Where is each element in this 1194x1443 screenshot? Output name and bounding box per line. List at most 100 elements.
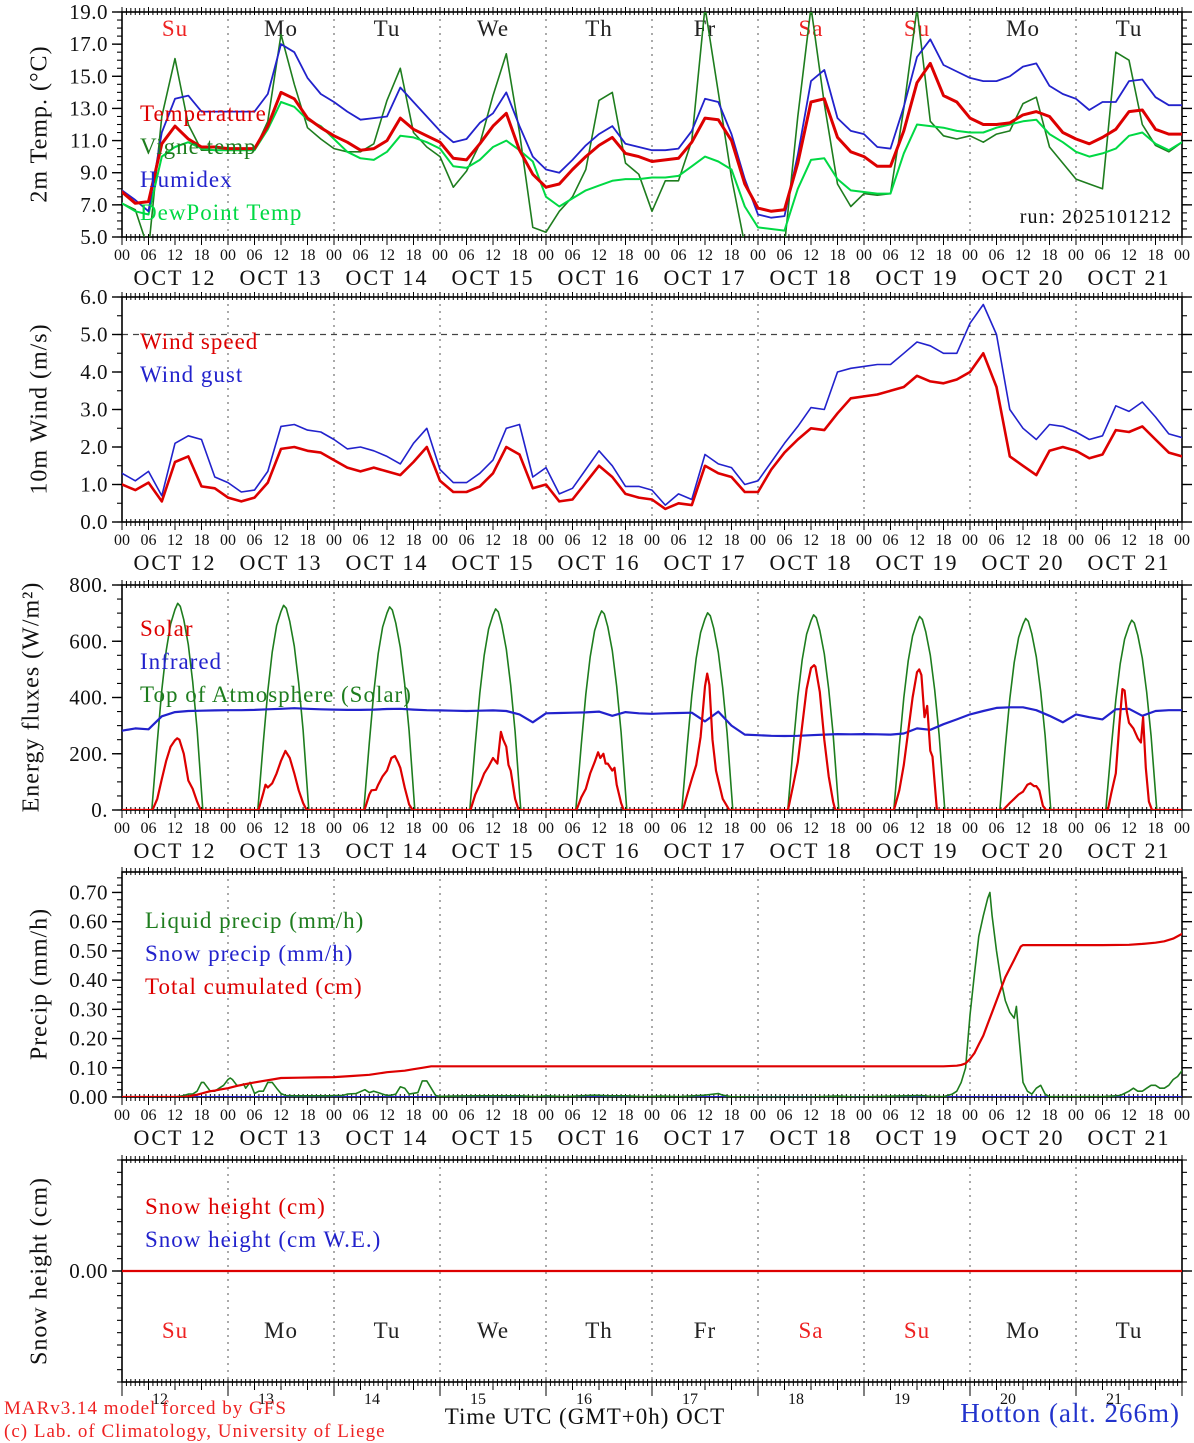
svg-text:00: 00 [326,532,342,549]
svg-text:21: 21 [1106,1391,1122,1408]
svg-text:Mo: Mo [1006,1318,1040,1343]
svg-text:18: 18 [618,820,634,837]
svg-text:OCT 20: OCT 20 [981,1125,1064,1150]
svg-text:00: 00 [1174,1107,1190,1124]
svg-text:2.0: 2.0 [80,435,108,459]
svg-text:18: 18 [406,820,422,837]
svg-text:OCT 18: OCT 18 [769,1125,852,1150]
svg-text:00: 00 [326,247,342,264]
svg-text:06: 06 [1095,247,1111,264]
svg-text:Su: Su [904,1318,930,1343]
svg-text:12: 12 [152,1391,168,1408]
svg-text:00: 00 [1174,532,1190,549]
svg-text:18: 18 [1042,820,1058,837]
svg-text:00: 00 [114,247,130,264]
svg-text:12: 12 [1121,1107,1137,1124]
svg-text:OCT 14: OCT 14 [345,1125,428,1150]
svg-text:12: 12 [591,1107,607,1124]
svg-text:0.30: 0.30 [69,997,108,1021]
svg-text:Su: Su [904,16,930,41]
svg-text:12: 12 [803,247,819,264]
svg-text:Th: Th [585,1318,613,1343]
svg-text:12: 12 [167,532,183,549]
svg-text:00: 00 [1068,532,1084,549]
svg-text:18: 18 [194,1107,210,1124]
svg-text:15: 15 [470,1391,486,1408]
svg-text:18: 18 [512,247,528,264]
svg-text:06: 06 [247,1107,263,1124]
svg-text:00: 00 [644,820,660,837]
svg-text:17: 17 [682,1391,698,1408]
svg-text:06: 06 [777,1107,793,1124]
svg-text:12: 12 [273,532,289,549]
svg-text:12: 12 [379,1107,395,1124]
svg-text:16: 16 [576,1391,592,1408]
svg-text:00: 00 [220,247,236,264]
svg-text:06: 06 [247,820,263,837]
svg-text:12: 12 [909,1107,925,1124]
svg-text:00: 00 [326,820,342,837]
svg-text:12: 12 [167,820,183,837]
svg-text:12: 12 [697,247,713,264]
svg-text:OCT 21: OCT 21 [1087,550,1170,575]
svg-text:Th: Th [585,16,613,41]
svg-text:06: 06 [565,532,581,549]
svg-text:18: 18 [1148,532,1164,549]
svg-text:00: 00 [856,1107,872,1124]
svg-text:4.0: 4.0 [80,360,108,384]
svg-text:OCT 16: OCT 16 [557,1125,640,1150]
svg-text:Sa: Sa [799,16,824,41]
svg-text:OCT 12: OCT 12 [133,550,216,575]
svg-text:18: 18 [1042,1107,1058,1124]
svg-text:0.00: 0.00 [69,1259,108,1283]
svg-text:00: 00 [750,247,766,264]
svg-text:00: 00 [750,820,766,837]
svg-text:18: 18 [300,1107,316,1124]
svg-text:18: 18 [300,820,316,837]
svg-text:00: 00 [856,820,872,837]
svg-text:12: 12 [909,247,925,264]
svg-text:Tu: Tu [374,1318,401,1343]
svg-text:OCT 13: OCT 13 [239,838,322,863]
svg-text:12: 12 [379,820,395,837]
svg-text:12: 12 [379,247,395,264]
svg-text:12: 12 [803,820,819,837]
svg-text:06: 06 [777,247,793,264]
svg-text:OCT 13: OCT 13 [239,1125,322,1150]
svg-text:06: 06 [1095,532,1111,549]
svg-text:18: 18 [1148,820,1164,837]
svg-text:06: 06 [247,532,263,549]
svg-text:06: 06 [353,532,369,549]
svg-text:18: 18 [512,1107,528,1124]
svg-text:00: 00 [220,532,236,549]
svg-text:Su: Su [162,1318,188,1343]
svg-text:0.10: 0.10 [69,1056,108,1080]
svg-text:00: 00 [644,532,660,549]
svg-text:OCT 14: OCT 14 [345,265,428,290]
svg-text:12: 12 [1121,820,1137,837]
svg-text:0.60: 0.60 [69,910,108,934]
svg-text:06: 06 [353,1107,369,1124]
svg-text:OCT 21: OCT 21 [1087,1125,1170,1150]
svg-text:06: 06 [671,247,687,264]
svg-text:OCT 19: OCT 19 [875,1125,958,1150]
svg-text:OCT 15: OCT 15 [451,550,534,575]
svg-text:18: 18 [512,820,528,837]
svg-text:06: 06 [459,247,475,264]
svg-text:11.0: 11.0 [70,129,108,153]
svg-text:12: 12 [379,532,395,549]
svg-text:1.0: 1.0 [80,473,108,497]
svg-text:OCT 19: OCT 19 [875,838,958,863]
svg-text:12: 12 [697,532,713,549]
svg-text:12: 12 [485,1107,501,1124]
svg-text:15.0: 15.0 [69,64,108,88]
svg-text:06: 06 [777,820,793,837]
svg-text:18: 18 [936,1107,952,1124]
svg-text:06: 06 [459,1107,475,1124]
svg-text:OCT 17: OCT 17 [663,1125,746,1150]
svg-text:18: 18 [618,1107,634,1124]
svg-text:12: 12 [167,1107,183,1124]
svg-text:06: 06 [671,820,687,837]
svg-text:OCT 17: OCT 17 [663,550,746,575]
svg-text:600.: 600. [69,629,108,653]
